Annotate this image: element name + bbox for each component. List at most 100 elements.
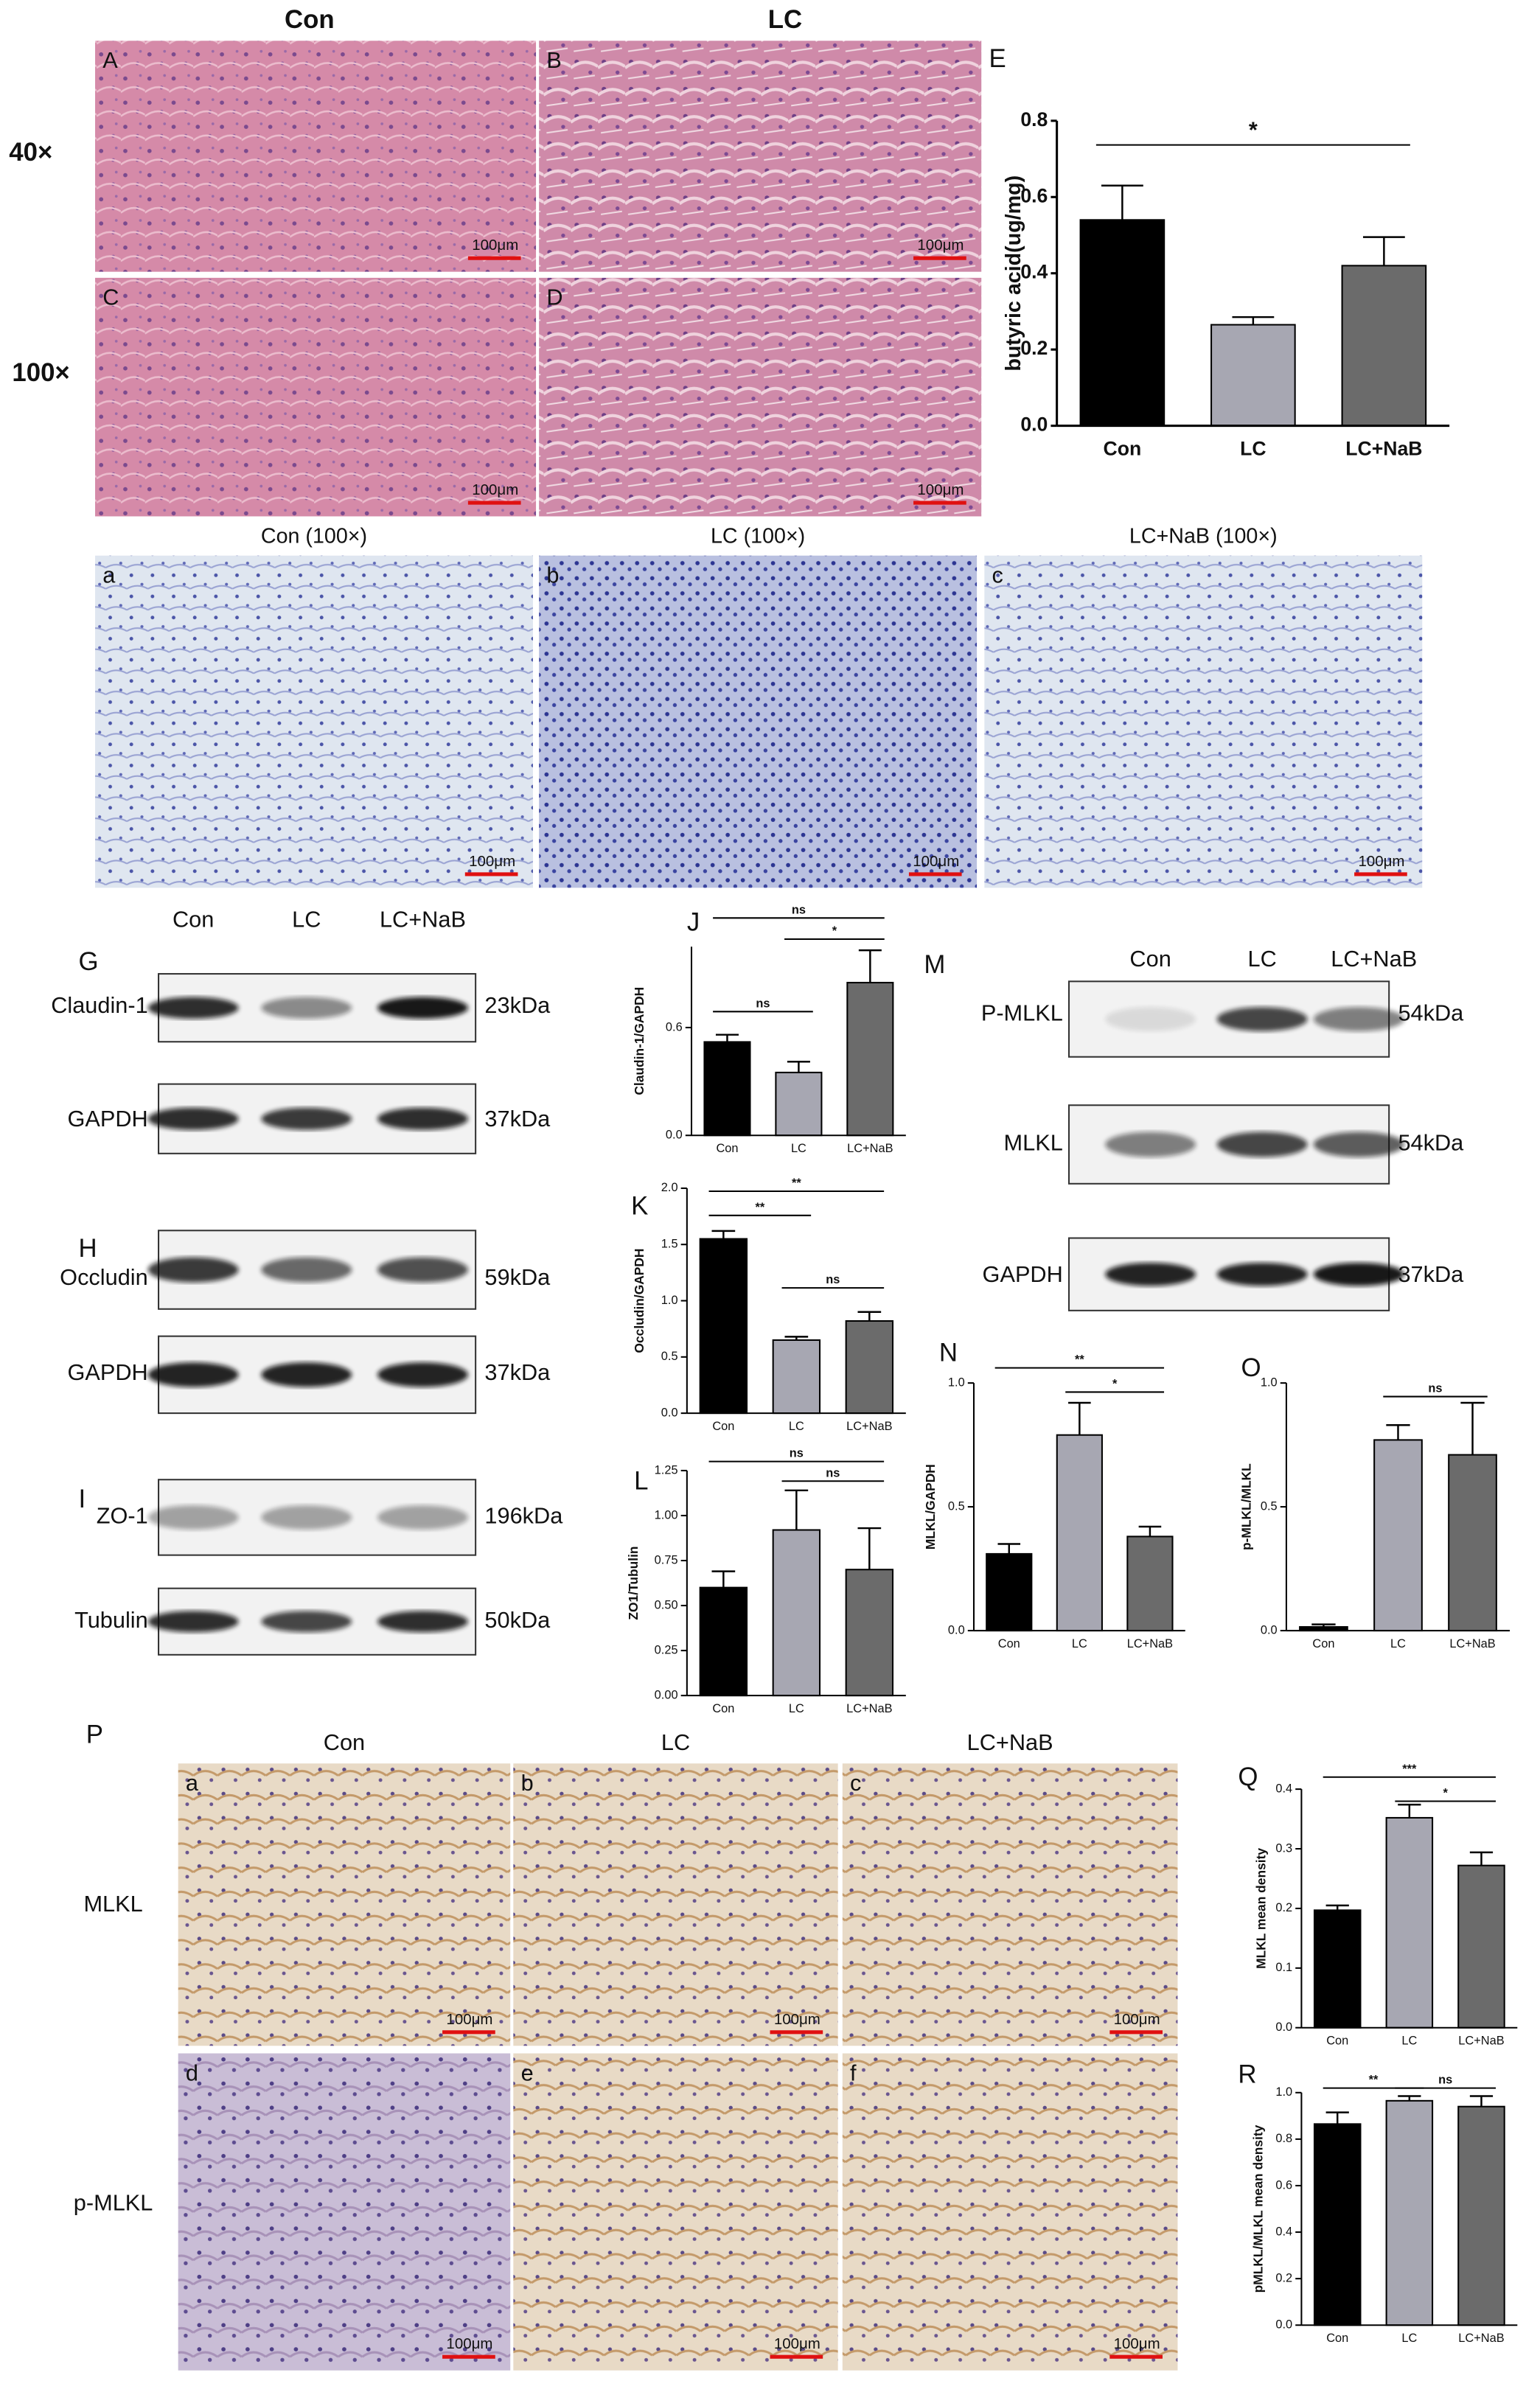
error-bar <box>1068 1401 1091 1435</box>
scale-bar-label: 100μm <box>774 2335 820 2352</box>
y-tick-label: 1.25 <box>655 1463 678 1477</box>
y-tick-label: 1.0 <box>948 1376 965 1389</box>
blot-band <box>377 1505 468 1530</box>
y-tick-label: 0.6 <box>1275 2178 1292 2192</box>
panel-letter: c <box>850 1770 861 1796</box>
error-bar <box>1469 1851 1494 1866</box>
x-tick-label: LC+NaB <box>1458 2332 1504 2345</box>
panel-letter: D <box>546 285 562 310</box>
bar <box>775 1071 823 1137</box>
significance-label: ns <box>1438 2074 1452 2087</box>
x-tick-label: LC <box>1240 437 1266 459</box>
y-tick-label: 0.5 <box>661 1350 678 1363</box>
bar <box>1457 1864 1505 2029</box>
size-label: 37kDa <box>1398 1261 1464 1287</box>
protein-label: ZO-1 <box>97 1503 148 1529</box>
panel-letter: b <box>521 1770 534 1796</box>
error-bar <box>1398 2095 1421 2101</box>
significance-label: ** <box>1369 2074 1379 2087</box>
error-bar <box>1469 2095 1494 2107</box>
y-axis-label: p-MLKL/MLKL <box>1238 1463 1253 1550</box>
x-tick-label: LC <box>791 1142 806 1155</box>
blot-band <box>147 1505 239 1530</box>
y-tick-label: 0.3 <box>1275 1841 1292 1855</box>
y-axis-label: MLKL/GAPDH <box>923 1464 938 1549</box>
significance-label: ** <box>755 1201 764 1214</box>
size-label: 50kDa <box>484 1607 551 1633</box>
y-axis-label: Claudin-1/GAPDH <box>632 987 647 1095</box>
error-bar <box>857 1527 882 1570</box>
blot-band <box>1313 1132 1404 1157</box>
panel-letter: c <box>992 562 1003 588</box>
lane-label: Con <box>1129 946 1171 972</box>
y-tick-label: 0.8 <box>1275 2132 1292 2145</box>
blot-band <box>147 1362 239 1387</box>
y-tick-label: 0.4 <box>1275 1782 1292 1795</box>
error-bar <box>784 1336 809 1340</box>
bar <box>1385 2099 1434 2326</box>
x-tick-label: Con <box>998 1637 1020 1650</box>
scale-bar-label: 100μm <box>446 2011 492 2028</box>
column-title: Con <box>285 5 335 34</box>
y-tick-label: 0.0 <box>1261 1623 1278 1636</box>
blot-band <box>1216 1262 1308 1286</box>
micrograph <box>513 1763 838 2046</box>
error-bar <box>1325 2111 1349 2124</box>
y-tick-label: 0.0 <box>1275 2021 1292 2034</box>
y-tick-label: 0.4 <box>1020 261 1048 283</box>
protein-label: GAPDH <box>67 1359 147 1385</box>
panel-letter: J <box>687 908 700 937</box>
significance-label: * <box>1443 1787 1448 1800</box>
blot-band <box>261 997 352 1019</box>
bar <box>1126 1535 1174 1632</box>
protein-label: GAPDH <box>983 1261 1063 1287</box>
x-tick-label: LC <box>1401 2034 1417 2047</box>
panel-letter: b <box>546 562 559 588</box>
scale-bar-label: 100μm <box>1114 2011 1160 2028</box>
row-title: MLKL <box>83 1891 142 1917</box>
panel-letter: L <box>634 1467 648 1496</box>
bar <box>845 1569 894 1697</box>
size-label: 59kDa <box>484 1264 551 1290</box>
row-title: 100× <box>12 358 69 387</box>
panel-letter: f <box>850 2060 857 2085</box>
panel-letter: H <box>78 1234 97 1263</box>
x-tick-label: Con <box>1312 1637 1334 1650</box>
blot-band <box>261 1505 352 1530</box>
significance-label: * <box>1112 1378 1118 1391</box>
blot-band <box>261 1107 352 1130</box>
x-tick-label: LC+NaB <box>1127 1637 1173 1650</box>
lane-label: Con <box>173 907 214 932</box>
blot-band <box>261 1362 352 1387</box>
y-tick-label: 0.2 <box>1020 337 1048 359</box>
scale-bar-label: 100μm <box>472 237 518 254</box>
y-tick-label: 0.0 <box>1275 2318 1292 2332</box>
micrograph <box>842 1763 1178 2046</box>
scale-bar-label: 100μm <box>1358 853 1404 870</box>
panel-letter: d <box>186 2060 198 2085</box>
panel-letter: C <box>102 285 119 310</box>
error-bar <box>997 1543 1021 1554</box>
blot-band <box>1313 1007 1404 1031</box>
error-bar <box>858 949 882 983</box>
micrograph <box>513 2053 838 2371</box>
error-bar <box>711 1570 736 1588</box>
panel-title: LC+NaB (100×) <box>1129 525 1278 548</box>
error-bar <box>1101 184 1143 220</box>
bar <box>845 1320 894 1415</box>
panel-title: Con <box>324 1729 365 1755</box>
micrograph <box>178 2053 511 2371</box>
x-tick-label: LC+NaB <box>846 1702 892 1715</box>
y-tick-label: 0.0 <box>1020 414 1048 436</box>
bar <box>1056 1434 1103 1632</box>
y-tick-label: 0.1 <box>1275 1961 1292 1974</box>
bar <box>986 1552 1033 1632</box>
blot-band <box>377 1257 468 1283</box>
blot-band <box>1216 1007 1308 1031</box>
panel-letter: P <box>86 1721 103 1749</box>
blot-band <box>377 1362 468 1387</box>
y-tick-label: 0.5 <box>1261 1499 1278 1513</box>
y-tick-label: 0.75 <box>655 1553 678 1566</box>
y-tick-label: 0.6 <box>1020 184 1048 206</box>
